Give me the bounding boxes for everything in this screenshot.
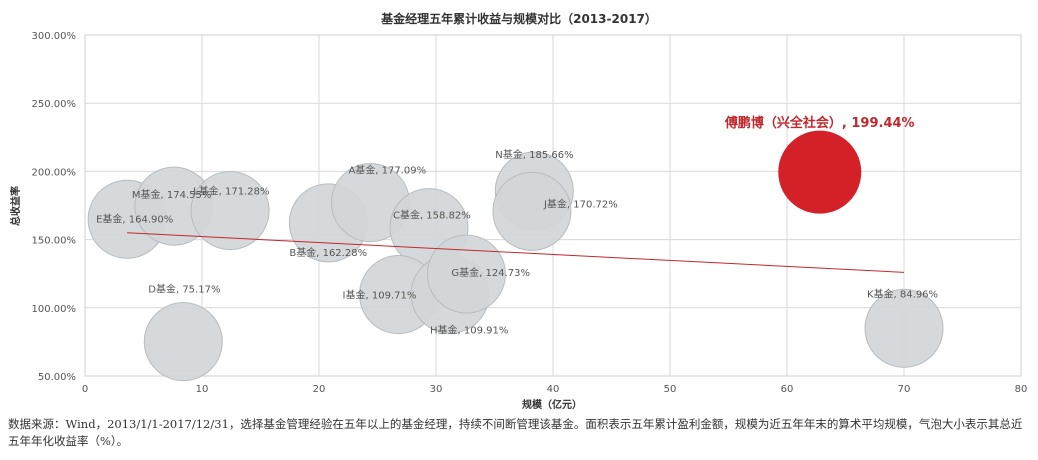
x-tick-label: 30 bbox=[430, 384, 443, 395]
highlight-bubble bbox=[778, 130, 862, 214]
chart-title: 基金经理五年累计收益与规模对比（2013-2017） bbox=[380, 11, 657, 26]
y-tick-label: 250.00% bbox=[32, 99, 77, 110]
plot-frame bbox=[84, 34, 1022, 377]
y-tick-label: 100.00% bbox=[32, 304, 77, 315]
trend-line bbox=[127, 232, 905, 273]
axis-ticks: 50.00% 100.00% 150.00% 200.00% 250.00% 300.00… bbox=[32, 31, 1028, 395]
y-tick-label: 150.00% bbox=[32, 236, 77, 247]
bubble-label: I基金, 109.71% bbox=[343, 289, 417, 302]
x-axis-title: 规模（亿元） bbox=[522, 398, 582, 411]
bubble-labels: E基金, 164.90% M基金, 174.55%L基金, 171.28% D基金,… bbox=[96, 115, 938, 336]
x-tick-label: 40 bbox=[547, 384, 560, 395]
bubble-label: A基金, 177.09% bbox=[348, 164, 426, 177]
x-tick-label: 0 bbox=[82, 384, 88, 395]
bubble-label: G基金, 124.73% bbox=[451, 266, 530, 279]
bubble-label: N基金, 185.66% bbox=[495, 148, 573, 161]
bubble-label: K基金, 84.96% bbox=[867, 287, 938, 300]
bubble-label: B基金, 162.28% bbox=[289, 246, 367, 259]
y-tick-label: 200.00% bbox=[32, 167, 77, 178]
bubble-label: L基金, 171.28% bbox=[193, 185, 269, 198]
source-note: 数据来源：Wind，2013/1/1-2017/12/31，选择基金管理经验在五… bbox=[8, 417, 1023, 448]
bubble-chart: 基金经理五年累计收益与规模对比（2013-2017） 50.00% 100.00%… bbox=[9, 11, 1028, 411]
bubble-label: C基金, 158.82% bbox=[393, 209, 471, 222]
x-tick-label: 20 bbox=[313, 384, 326, 395]
bubble-label: E基金, 164.90% bbox=[96, 212, 173, 225]
bubble bbox=[492, 171, 572, 251]
bubble bbox=[426, 234, 506, 314]
bubble bbox=[143, 302, 223, 382]
bubble bbox=[864, 288, 944, 368]
x-tick-label: 70 bbox=[898, 384, 911, 395]
x-tick-label: 60 bbox=[781, 384, 794, 395]
bubbles bbox=[87, 130, 944, 382]
trendline bbox=[127, 232, 905, 273]
bubble-label: J基金, 170.72% bbox=[543, 197, 618, 210]
x-tick-label: 80 bbox=[1015, 384, 1028, 395]
bubble-label: H基金, 109.91% bbox=[430, 323, 508, 336]
bubble-label: M基金, 174.55% bbox=[132, 188, 211, 201]
bubble bbox=[190, 171, 270, 251]
y-tick-label: 50.00% bbox=[38, 372, 76, 383]
x-tick-label: 50 bbox=[664, 384, 677, 395]
highlight-label: 傅鹏博（兴全社会）, 199.44% bbox=[724, 115, 915, 131]
x-tick-label: 10 bbox=[196, 384, 209, 395]
y-tick-label: 300.00% bbox=[32, 31, 77, 42]
bubble-label: D基金, 75.17% bbox=[148, 283, 220, 296]
y-axis-title: 总收益率 bbox=[9, 186, 22, 226]
